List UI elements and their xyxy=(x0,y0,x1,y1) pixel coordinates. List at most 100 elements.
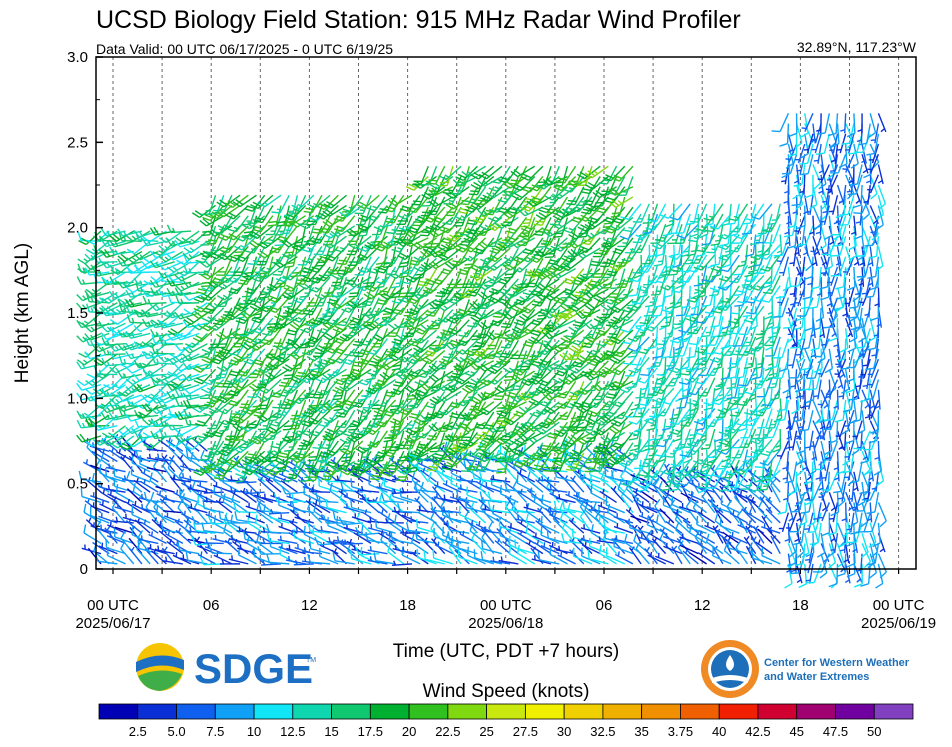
barb-half-feather xyxy=(98,270,102,276)
barb-half-feather xyxy=(82,267,86,273)
barb-feather xyxy=(375,285,384,289)
barb-feather xyxy=(117,255,125,262)
barb-feather xyxy=(336,425,345,429)
wind-barb xyxy=(126,488,143,503)
barb-feather xyxy=(341,432,351,437)
wind-barb xyxy=(115,484,135,504)
barb-staff xyxy=(149,480,167,493)
barb-feather xyxy=(233,245,243,251)
barb-feather xyxy=(150,491,155,501)
barb-half-feather xyxy=(339,246,345,250)
barb-feather xyxy=(125,378,134,386)
barb-feather xyxy=(125,413,132,422)
wind-barb xyxy=(166,538,184,555)
barb-feather xyxy=(237,546,241,556)
barb-half-feather xyxy=(289,500,292,506)
wind-barb xyxy=(108,412,134,421)
barb-half-feather xyxy=(106,230,111,236)
barb-half-feather xyxy=(106,407,111,412)
barb-feather xyxy=(133,385,141,393)
wind-barb xyxy=(322,368,347,381)
barb-feather xyxy=(222,493,226,503)
barb-feather xyxy=(128,298,135,307)
barb-half-feather xyxy=(249,359,255,363)
barb-feather xyxy=(101,357,107,367)
chart-subtitle-right: 32.89°N, 117.23°W xyxy=(797,39,917,55)
barb-feather xyxy=(76,382,83,391)
barb-half-feather xyxy=(203,270,209,273)
barb-half-feather xyxy=(131,344,135,350)
barb-half-feather xyxy=(101,372,106,377)
wind-barb xyxy=(141,414,167,426)
barb-staff xyxy=(211,552,232,555)
barb-feather xyxy=(110,433,119,439)
barb-feather xyxy=(108,290,116,299)
barb-feather xyxy=(141,404,148,412)
barb-half-feather xyxy=(188,253,193,259)
barb-feather xyxy=(381,449,391,452)
barb-feather xyxy=(306,355,315,362)
barb-half-feather xyxy=(381,509,384,514)
barb-feather xyxy=(175,398,180,407)
barb-half-feather xyxy=(291,518,295,524)
barb-half-feather xyxy=(125,280,131,285)
wind-barb xyxy=(126,261,151,274)
wind-barb xyxy=(133,229,159,238)
barb-feather xyxy=(77,268,86,274)
barb-feather xyxy=(240,403,250,406)
barb-feather xyxy=(76,293,84,302)
barb-staff xyxy=(146,466,167,473)
barb-half-feather xyxy=(175,552,178,557)
barb-staff xyxy=(90,514,110,524)
barb-feather xyxy=(109,319,118,326)
barb-half-feather xyxy=(222,294,228,299)
barb-feather xyxy=(206,467,215,470)
barb-feather xyxy=(101,390,110,397)
barb-feather xyxy=(335,325,344,331)
barb-half-feather xyxy=(131,235,137,240)
barb-feather xyxy=(93,359,102,366)
barb-half-feather xyxy=(390,259,396,262)
barb-staff xyxy=(100,332,118,346)
barb-feather xyxy=(309,540,312,549)
barb-feather xyxy=(191,481,196,490)
barb-half-feather xyxy=(148,370,154,375)
barb-half-feather xyxy=(122,373,127,378)
barb-half-feather xyxy=(155,305,160,310)
barb-feather xyxy=(100,239,107,247)
barb-feather xyxy=(100,325,109,333)
wind-barb xyxy=(106,546,126,565)
barb-half-feather xyxy=(341,422,347,426)
barb-feather xyxy=(118,303,123,312)
barb-half-feather xyxy=(98,248,102,254)
barb-feather xyxy=(394,514,397,524)
barb-feather xyxy=(354,401,363,405)
barb-feather xyxy=(101,337,107,346)
barb-feather xyxy=(137,530,144,539)
wind-barb xyxy=(213,485,233,504)
barb-feather xyxy=(143,491,148,501)
barb-feather xyxy=(361,395,370,398)
barb-staff xyxy=(89,271,110,276)
barb-feather xyxy=(121,442,131,448)
wind-barb xyxy=(108,290,134,299)
barb-half-feather xyxy=(140,286,143,292)
barb-staff xyxy=(111,507,127,524)
barb-half-feather xyxy=(345,406,350,411)
barb-half-feather xyxy=(98,369,102,375)
wind-barb xyxy=(133,261,159,272)
wind-barb xyxy=(131,505,151,524)
barb-feather xyxy=(103,383,112,389)
barb-feather xyxy=(353,355,363,358)
barb-feather xyxy=(135,404,144,410)
barb-feather xyxy=(135,363,145,369)
barb-half-feather xyxy=(85,459,88,464)
wind-barb xyxy=(99,448,118,463)
barb-half-feather xyxy=(288,555,291,561)
barb-feather xyxy=(84,290,91,299)
barb-half-feather xyxy=(123,358,127,364)
barb-staff xyxy=(261,552,282,555)
barb-half-feather xyxy=(106,360,110,366)
barb-feather xyxy=(272,406,281,409)
